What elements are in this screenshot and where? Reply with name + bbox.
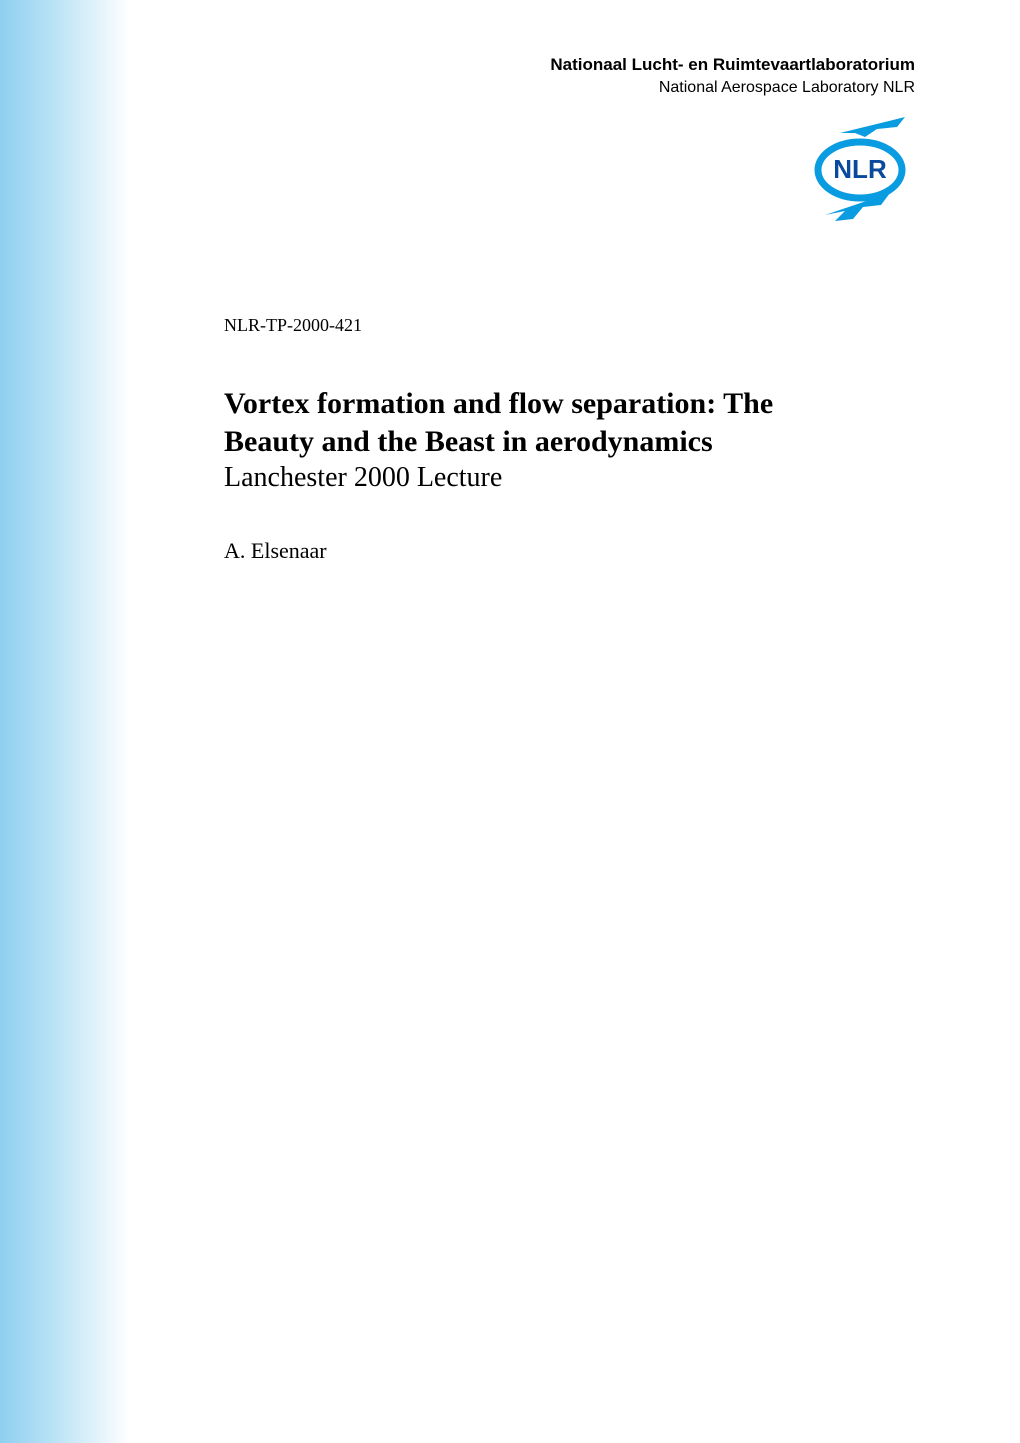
organization-header: Nationaal Lucht- en Ruimtevaartlaborator… [550, 55, 915, 97]
report-identifier: NLR-TP-2000-421 [224, 315, 362, 336]
nlr-logo-svg: NLR [805, 115, 915, 235]
title-line-1: Vortex formation and flow separation: Th… [224, 385, 924, 423]
logo-text: NLR [833, 154, 887, 184]
nlr-logo: NLR [805, 115, 915, 235]
cover-page: Nationaal Lucht- en Ruimtevaartlaborator… [0, 0, 1020, 1443]
title-block: Vortex formation and flow separation: Th… [224, 385, 924, 494]
title-line-2: Beauty and the Beast in aerodynamics [224, 423, 924, 461]
author-name: A. Elsenaar [224, 538, 327, 564]
sky-sidebar [0, 0, 130, 1443]
org-name-english: National Aerospace Laboratory NLR [550, 79, 915, 97]
org-name-dutch: Nationaal Lucht- en Ruimtevaartlaborator… [550, 55, 915, 75]
subtitle: Lanchester 2000 Lecture [224, 462, 924, 494]
